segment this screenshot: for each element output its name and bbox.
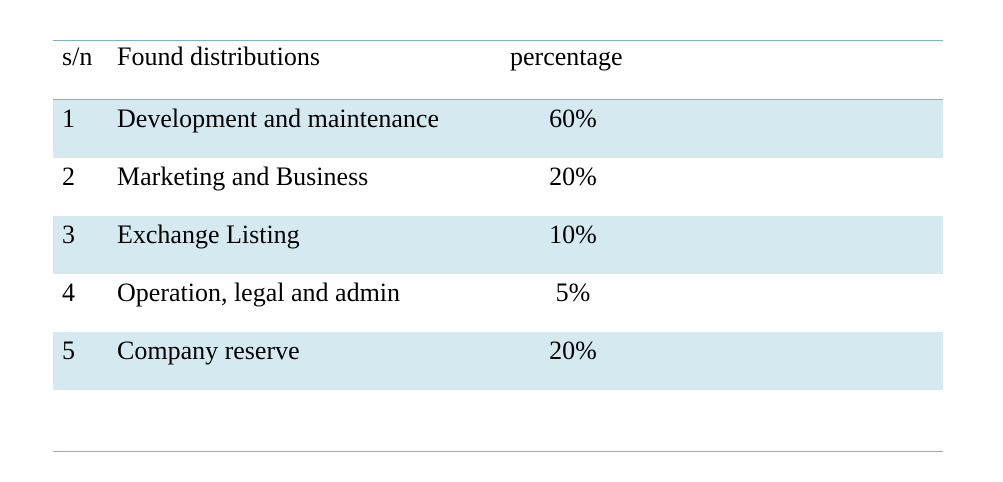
table-row: 2 Marketing and Business 20%: [53, 158, 943, 216]
row-distribution-name: Marketing and Business: [117, 162, 369, 191]
row-percentage: 20%: [549, 336, 597, 365]
table-row: 4 Operation, legal and admin 5%: [53, 274, 943, 332]
row-sn: 3: [62, 220, 75, 249]
row-sn: 2: [62, 162, 75, 191]
row-distribution-name: Development and maintenance: [117, 104, 439, 133]
row-percentage: 60%: [549, 104, 597, 133]
header-percentage: percentage: [510, 42, 623, 71]
header-sn: s/n: [62, 42, 93, 71]
header-bottom-rule: [53, 99, 943, 100]
table-bottom-rule: [53, 451, 943, 452]
row-sn: 1: [62, 104, 75, 133]
row-distribution-name: Company reserve: [117, 336, 300, 365]
table-header-row: s/n Found distributions percentage: [53, 40, 943, 99]
row-sn: 4: [62, 278, 75, 307]
table-row: 1 Development and maintenance 60%: [53, 100, 943, 158]
row-percentage: 20%: [549, 162, 597, 191]
row-distribution-name: Exchange Listing: [117, 220, 300, 249]
row-distribution-name: Operation, legal and admin: [117, 278, 401, 307]
header-found-distributions: Found distributions: [117, 42, 320, 71]
table-top-rule: [53, 40, 943, 41]
distribution-table: s/n Found distributions percentage 1 Dev…: [53, 40, 943, 452]
row-percentage: 5%: [555, 278, 591, 307]
row-sn: 5: [62, 336, 75, 365]
table-row: 3 Exchange Listing 10%: [53, 216, 943, 274]
table-row: 5 Company reserve 20%: [53, 332, 943, 390]
row-percentage: 10%: [549, 220, 597, 249]
